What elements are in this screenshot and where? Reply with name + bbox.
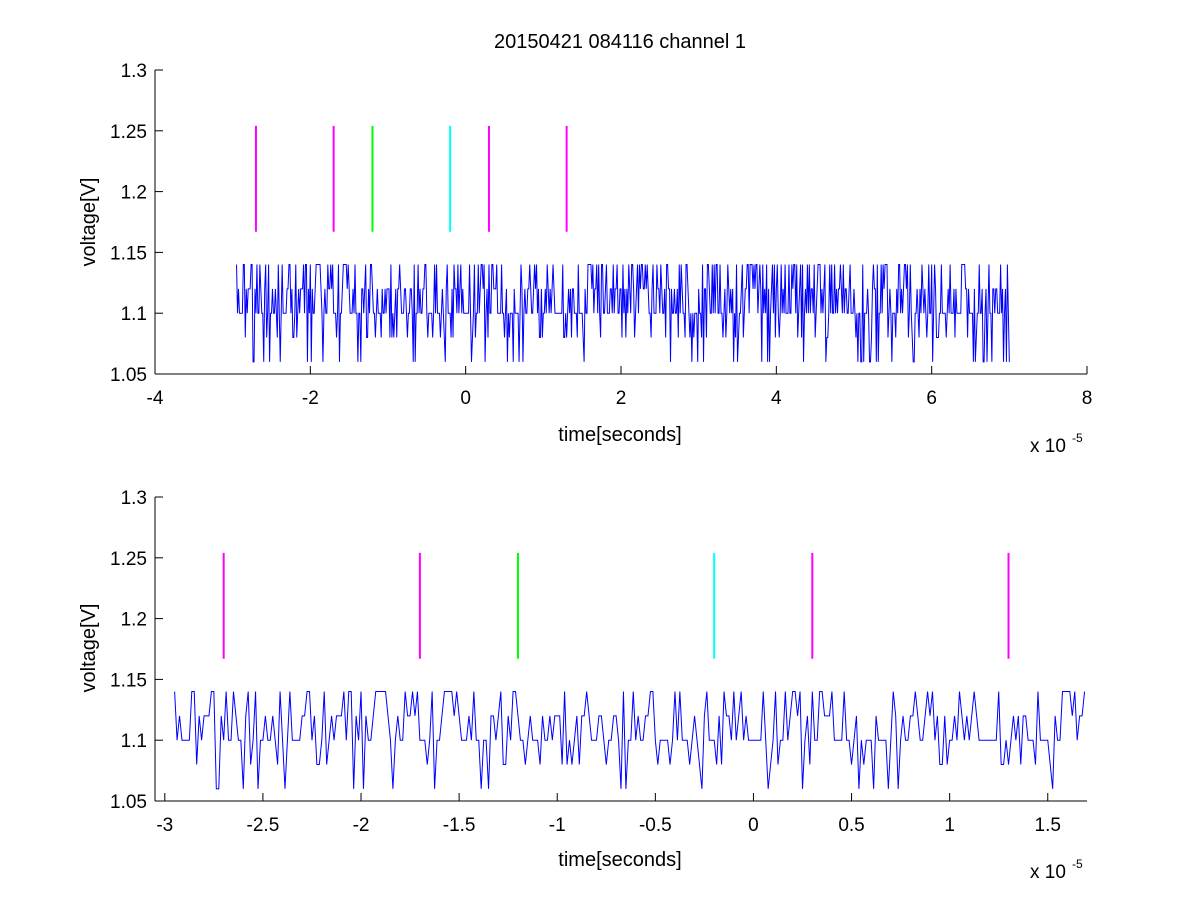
x-tick-label: 2 <box>616 388 627 409</box>
y-axis-label: voltage[V] <box>78 604 100 693</box>
x-exponent-power: -5 <box>1072 431 1083 445</box>
y-tick-label: 1.1 <box>121 731 147 752</box>
y-axis-label: voltage[V] <box>78 178 100 267</box>
y-tick-label: 1.1 <box>121 304 147 325</box>
axes: 1.05 1.1 1.15 1.2 1.25 1.3 -3 -2.5 -2 -1.5 -1 -0.5 0… <box>110 488 1087 836</box>
y-tick-label: 1.2 <box>121 610 147 631</box>
x-tick-label: -1.5 <box>443 815 476 836</box>
signal-trace <box>236 264 1010 363</box>
x-exponent-base: x 10 <box>1030 862 1066 883</box>
bottom-chart: 1.05 1.1 1.15 1.2 1.25 1.3 -3 -2.5 -2 -1.5 -1 -0.5 0… <box>78 488 1087 883</box>
x-tick-label: -0.5 <box>639 815 672 836</box>
x-tick-label: 0.5 <box>838 815 864 836</box>
x-axis-label: time[seconds] <box>558 849 681 871</box>
x-tick-label: 0 <box>748 815 759 836</box>
x-tick-label: -4 <box>147 388 164 409</box>
x-tick-label: 6 <box>926 388 937 409</box>
y-tick-label: 1.25 <box>110 122 147 143</box>
x-axis-label: time[seconds] <box>558 424 681 446</box>
axes: 1.05 1.1 1.15 1.2 1.25 1.3 -4 -2 0 2 4 6 8 <box>110 61 1092 409</box>
x-tick-label: -2 <box>353 815 370 836</box>
signal-trace-layer <box>174 691 1086 790</box>
signal-trace <box>174 691 1086 790</box>
x-tick-label: 1.5 <box>1035 815 1061 836</box>
signal-trace-layer <box>236 264 1010 363</box>
x-tick-label: 0 <box>460 388 471 409</box>
x-exponent-power: -5 <box>1072 857 1083 871</box>
x-tick-label: 1 <box>944 815 955 836</box>
marker-layer <box>254 125 568 232</box>
x-tick-label: 4 <box>771 388 782 409</box>
x-tick-label: -2.5 <box>247 815 280 836</box>
y-tick-label: 1.05 <box>110 792 147 813</box>
x-exponent-base: x 10 <box>1030 436 1066 457</box>
y-tick-label: 1.15 <box>110 243 147 264</box>
chart-title: 20150421 084116 channel 1 <box>494 31 746 53</box>
y-tick-label: 1.2 <box>121 183 147 204</box>
y-tick-label: 1.25 <box>110 549 147 570</box>
top-chart: 20150421 084116 channel 1 1.05 1.1 1.15 1.2… <box>78 31 1092 457</box>
y-tick-label: 1.05 <box>110 365 147 386</box>
y-tick-label: 1.15 <box>110 670 147 691</box>
x-tick-label: -2 <box>302 388 319 409</box>
marker-layer <box>222 552 1010 659</box>
x-tick-label: 8 <box>1082 388 1093 409</box>
x-tick-label: -1 <box>549 815 566 836</box>
y-tick-label: 1.3 <box>121 488 147 509</box>
x-tick-label: -3 <box>156 815 173 836</box>
y-tick-label: 1.3 <box>121 61 147 82</box>
